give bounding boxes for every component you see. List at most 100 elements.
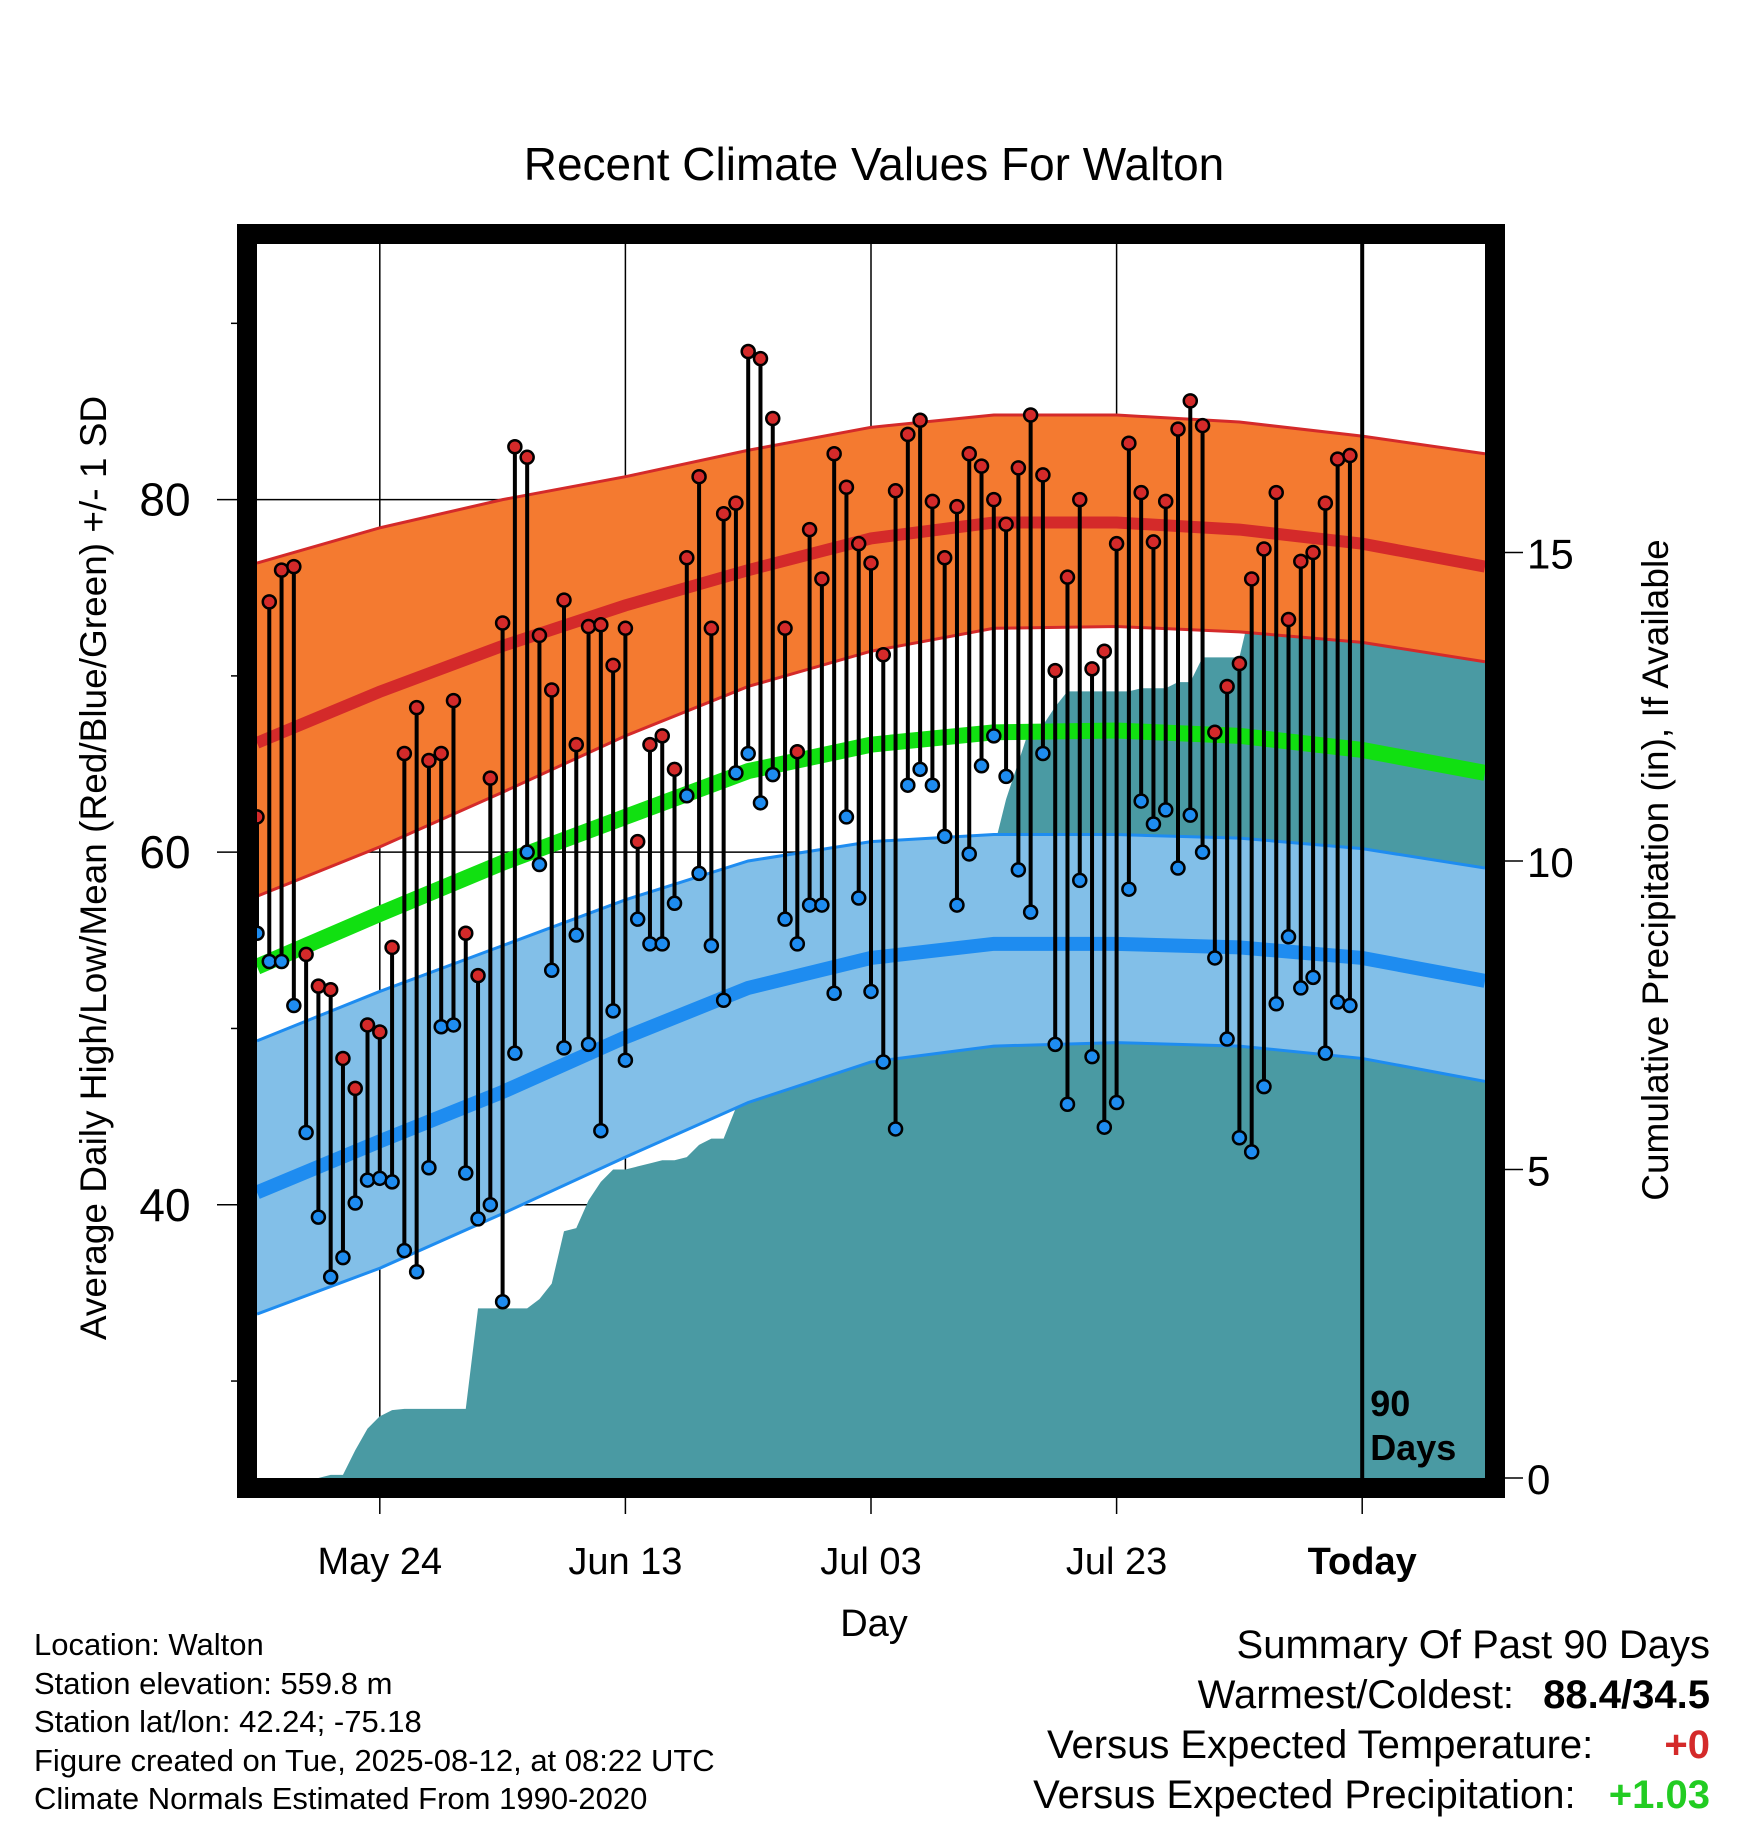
daily-low-point <box>838 809 855 825</box>
daily-low-point <box>1108 1094 1125 1111</box>
daily-high-point <box>482 770 499 786</box>
daily-low-point <box>789 936 806 952</box>
daily-high-point <box>986 491 1002 508</box>
daily-high-point <box>593 617 609 633</box>
daily-high-point <box>605 657 621 674</box>
chart-title: Recent Climate Values For Walton <box>524 138 1225 190</box>
daily-low-point <box>482 1197 499 1213</box>
daily-high-point <box>1010 460 1027 476</box>
axes: 40 60 80 0 5 10 15 May 24 Jun 13 Jul 03 Jul 23 Toda… <box>139 224 1574 1583</box>
today-marker-label: Days <box>1370 1427 1456 1468</box>
daily-high-point <box>531 627 548 644</box>
daily-low-point <box>986 728 1002 744</box>
daily-low-point <box>1329 994 1346 1010</box>
daily-high-point <box>1047 662 1063 679</box>
daily-low-point <box>973 758 990 774</box>
daily-high-point <box>568 736 585 753</box>
daily-high-point <box>1207 724 1223 741</box>
daily-low-point <box>519 844 535 860</box>
daily-high-point <box>396 745 413 762</box>
daily-low-point <box>826 985 842 1001</box>
daily-low-point <box>850 890 867 906</box>
high-normal-line <box>257 516 1485 749</box>
daily-high-point <box>286 558 302 575</box>
daily-high-point <box>961 446 977 462</box>
daily-high-point <box>1084 661 1100 677</box>
daily-high-point <box>863 555 879 571</box>
daily-low-point <box>998 768 1014 785</box>
daily-low-point <box>875 1054 892 1070</box>
daily-low-point <box>605 1003 621 1019</box>
daily-low-point <box>900 777 916 793</box>
daily-low-point <box>1170 860 1186 876</box>
y-right-tick-label: 5 <box>1527 1148 1550 1195</box>
daily-high-point <box>740 343 756 360</box>
daily-low-point <box>1194 844 1211 860</box>
daily-high-point <box>1035 467 1051 483</box>
daily-high-point <box>912 412 928 429</box>
precip-deviation-row: Versus Expected Precipitation: +1.03 <box>1033 1770 1710 1820</box>
daily-low-point <box>912 761 928 778</box>
daily-high-point <box>924 493 941 510</box>
daily-low-point <box>1280 929 1297 945</box>
daily-low-point <box>1084 1048 1100 1065</box>
daily-low-point <box>703 937 720 954</box>
daily-high-point <box>900 426 916 443</box>
daily-high-point <box>1342 447 1358 464</box>
daily-high-point <box>580 618 597 635</box>
daily-high-point <box>1243 571 1260 587</box>
daily-high-point <box>998 516 1014 533</box>
precip-deviation-label: Versus Expected Precipitation: <box>1033 1773 1576 1817</box>
daily-low-point <box>286 997 302 1014</box>
daily-low-point <box>679 788 695 804</box>
daily-low-point <box>507 1045 523 1061</box>
daily-low-point <box>421 1159 437 1176</box>
daily-high-point <box>1108 535 1125 552</box>
daily-high-point <box>814 571 830 587</box>
daily-high-point <box>494 615 511 631</box>
daily-high-point <box>470 967 486 984</box>
daily-low-point <box>752 795 769 811</box>
daily-high-point <box>1059 569 1076 585</box>
precip-deviation-value: +1.03 <box>1608 1773 1710 1817</box>
daily-high-point <box>384 939 400 956</box>
daily-high-point <box>617 620 634 637</box>
daily-low-point <box>568 927 585 943</box>
daily-low-point <box>814 897 830 913</box>
daily-low-point <box>728 765 744 781</box>
daily-low-point <box>1231 1130 1248 1146</box>
daily-high-point <box>335 1050 351 1067</box>
daily-high-point <box>691 468 707 485</box>
daily-high-point <box>826 446 842 462</box>
daily-low-point <box>765 766 781 783</box>
daily-low-point <box>273 953 290 970</box>
daily-high-point <box>801 521 818 538</box>
daily-high-point <box>1072 491 1088 508</box>
daily-high-point <box>1329 451 1346 467</box>
daily-high-point <box>1219 678 1235 695</box>
daily-low-point <box>1059 1096 1076 1113</box>
daily-low-point <box>949 897 965 913</box>
daily-low-point <box>936 828 953 845</box>
daily-low-point <box>1072 872 1088 889</box>
daily-low-point <box>1047 1036 1063 1053</box>
daily-low-point <box>629 911 646 927</box>
daily-high-point <box>949 498 965 515</box>
daily-low-point <box>1035 745 1051 762</box>
daily-high-point <box>322 981 339 998</box>
daily-low-point <box>1268 996 1284 1012</box>
daily-low-point <box>924 777 941 793</box>
daily-low-point <box>1207 950 1223 966</box>
warmest-coldest-label: Warmest/Coldest: <box>1197 1673 1515 1717</box>
daily-high-point <box>519 449 535 466</box>
x-tick-label: Jul 23 <box>1066 1541 1167 1583</box>
daily-low-point <box>654 936 670 952</box>
daily-low-point <box>445 1017 462 1033</box>
daily-low-point <box>556 1040 572 1056</box>
daily-high-point <box>408 699 425 716</box>
y-right-tick-label: 0 <box>1527 1456 1550 1503</box>
daily-high-point <box>543 682 560 698</box>
x-tick-label: Jun 13 <box>568 1541 682 1583</box>
